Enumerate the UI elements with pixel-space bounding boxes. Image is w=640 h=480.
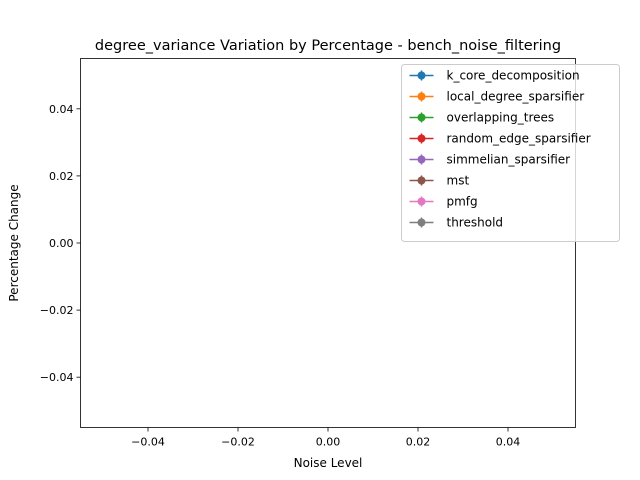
y-tick-label: −0.02 [40, 304, 74, 317]
y-tick-label: 0.00 [49, 237, 74, 250]
legend-marker [417, 92, 426, 101]
legend-item: threshold [409, 216, 504, 230]
legend-item: k_core_decomposition [409, 69, 580, 83]
x-axis-label: Noise Level [294, 456, 363, 470]
legend-marker [417, 134, 426, 143]
x-tick-label: −0.02 [221, 436, 255, 449]
legend-label: threshold [447, 216, 504, 230]
legend-label: mst [447, 174, 470, 188]
legend-item: overlapping_trees [409, 111, 555, 125]
legend-label: k_core_decomposition [447, 69, 580, 83]
legend-item: local_degree_sparsifier [409, 90, 585, 104]
x-tick-label: 0.04 [496, 436, 521, 449]
legend-box [401, 64, 620, 242]
legend-item: pmfg [409, 195, 478, 209]
y-tick-label: 0.04 [49, 103, 74, 116]
legend-marker [417, 218, 426, 227]
y-axis-ticks: −0.04 −0.02 0.00 0.02 0.04 [40, 103, 81, 384]
legend-marker [417, 155, 426, 164]
legend-label: overlapping_trees [447, 111, 555, 125]
x-axis-ticks: −0.04 −0.02 0.00 0.02 0.04 [131, 427, 521, 449]
legend-label: simmelian_sparsifier [447, 153, 571, 167]
legend-item: mst [409, 174, 470, 188]
legend-marker [417, 71, 426, 80]
legend-label: local_degree_sparsifier [447, 90, 585, 104]
chart-title: degree_variance Variation by Percentage … [95, 38, 561, 54]
x-tick-label: −0.04 [131, 436, 165, 449]
x-tick-label: 0.02 [406, 436, 431, 449]
legend-marker [417, 113, 426, 122]
legend-marker [417, 197, 426, 206]
legend-item: simmelian_sparsifier [409, 153, 571, 167]
plot-frame [80, 58, 576, 428]
y-tick-label: −0.04 [40, 371, 74, 384]
legend-item: random_edge_sparsifier [409, 132, 591, 146]
legend-label: random_edge_sparsifier [447, 132, 591, 146]
x-tick-label: 0.00 [316, 436, 341, 449]
y-tick-label: 0.02 [49, 170, 74, 183]
y-axis-label: Percentage Change [7, 184, 21, 301]
legend-label: pmfg [447, 195, 478, 209]
legend-marker [417, 176, 426, 185]
legend: k_core_decomposition local_degree_sparsif… [401, 64, 620, 242]
